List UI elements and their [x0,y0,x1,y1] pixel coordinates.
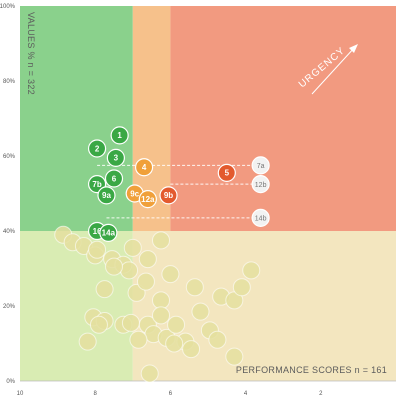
point-label: 12b [255,182,267,189]
point-marker[interactable] [159,186,178,205]
data-point-14b[interactable]: 14b [251,208,270,227]
reference-lines [97,164,261,219]
data-point-2[interactable]: 2 [87,139,107,158]
background-point [88,240,107,259]
point-label: 9a [102,191,111,200]
y-tick-label: 60% [3,154,16,160]
x-axis-title: PERFORMANCE SCORES n = 161 [236,365,387,375]
point-label: 7b [92,180,101,189]
point-marker[interactable] [106,148,125,167]
y-tick-label: 0% [6,379,15,385]
background-point [208,330,227,349]
background-point [182,340,201,359]
background-point [232,278,251,297]
background-point [167,315,186,334]
background-point [78,332,97,351]
background-point [242,261,261,280]
point-label: 14b [255,216,267,223]
data-point-12b[interactable]: 12b [251,175,270,194]
data-point-9a[interactable]: 9a [97,186,116,205]
y-axis-title: VALUES % n = 322 [26,12,36,95]
x-tick-label: 2 [319,391,323,397]
point-label: 5 [225,169,230,178]
background-point [138,250,157,269]
data-point-4[interactable]: 4 [134,158,154,177]
x-tick-label: 6 [169,391,173,397]
data-point-6[interactable]: 6 [104,169,124,188]
x-tick-label: 8 [94,391,98,397]
point-label: 3 [114,154,119,163]
x-tick-label: 4 [244,391,248,397]
background-point [129,330,148,349]
background-point [165,334,184,353]
zone-low-value-light [132,231,397,381]
background-point [152,291,170,310]
background-points [54,225,261,383]
urgency-arrowhead-icon [349,44,358,53]
background-point [136,272,155,291]
background-point [152,231,170,250]
point-label: 7a [257,163,265,170]
point-marker[interactable] [97,186,116,205]
y-tick-label: 40% [3,229,16,235]
background-point [191,302,210,321]
point-marker[interactable] [87,139,107,158]
background-point [185,278,204,297]
y-tick-label: 100% [0,4,16,10]
point-label: 9c [130,189,139,198]
point-marker[interactable] [251,208,270,227]
data-point-9b[interactable]: 9b [159,186,178,205]
data-point-14a[interactable]: 14a [99,223,118,242]
point-label: 4 [142,163,147,172]
background-point [152,306,170,325]
data-point-5[interactable]: 5 [217,163,236,182]
background-point [89,315,108,334]
background-point [140,364,159,383]
background-point [95,280,114,299]
point-marker[interactable] [251,156,270,175]
zone-high-value-red [170,6,396,231]
point-marker[interactable] [110,126,129,145]
point-label: 12a [141,195,155,204]
x-tick-label: 10 [17,391,24,397]
point-label: 1 [117,131,122,140]
data-point-7a[interactable]: 7a [251,156,270,175]
point-marker[interactable] [104,169,124,188]
point-label: 6 [112,174,117,183]
point-label: 9b [164,191,173,200]
point-label: 14a [102,229,116,238]
background-point [123,238,142,257]
y-tick-label: 20% [3,304,16,310]
data-point-12a[interactable]: 12a [138,190,157,209]
point-label: 16 [93,227,102,236]
data-point-1[interactable]: 1 [110,126,129,145]
background-point [225,347,244,366]
background-point [161,265,180,284]
background-point [121,313,140,332]
point-marker[interactable] [138,190,157,209]
point-marker[interactable] [217,163,236,182]
data-point-3[interactable]: 3 [106,148,125,167]
background-point [120,261,139,280]
point-marker[interactable] [134,158,154,177]
y-tick-label: 80% [3,79,16,85]
point-marker[interactable] [99,223,118,242]
axis-ticks: 0% 20% 40% 60% 80% 100% 10 8 6 4 2 [0,4,323,397]
point-marker[interactable] [251,175,270,194]
urgency-arrow-icon [311,46,356,95]
background-point [105,257,123,276]
point-label: 2 [95,144,100,153]
